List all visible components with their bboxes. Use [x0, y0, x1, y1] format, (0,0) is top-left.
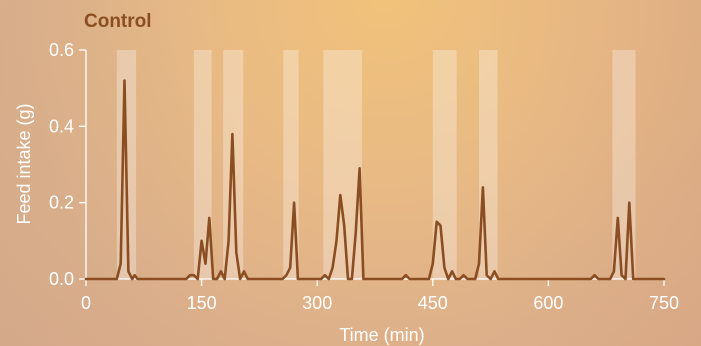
x-tick-label: 0	[81, 293, 91, 313]
x-tick-label: 150	[187, 293, 217, 313]
y-tick-label: 0.4	[49, 116, 74, 136]
highlight-bands	[116, 50, 636, 279]
x-tick-label: 450	[418, 293, 448, 313]
series-layer	[84, 79, 666, 281]
highlight-band	[323, 50, 362, 279]
feed-intake-line	[84, 79, 666, 281]
highlight-band	[193, 50, 212, 279]
x-tick-label: 600	[533, 293, 563, 313]
y-tick-label: 0.6	[49, 40, 74, 60]
y-axis-title: Feed intake (g)	[14, 103, 34, 224]
highlight-band	[479, 50, 498, 279]
x-axis-title: Time (min)	[339, 325, 424, 345]
x-tick-label: 750	[649, 293, 679, 313]
y-tick-label: 0.2	[49, 193, 74, 213]
chart-title: Control	[84, 11, 152, 32]
y-tick-label: 0.0	[49, 269, 74, 289]
x-tick-label: 300	[302, 293, 332, 313]
highlight-band	[432, 50, 457, 279]
